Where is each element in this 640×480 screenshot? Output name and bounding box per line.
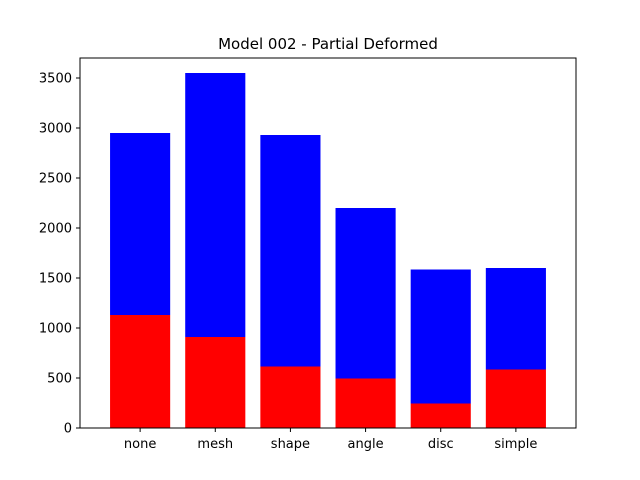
y-tick-label: 1000 (39, 322, 72, 337)
bar-angle-series-2 (335, 208, 396, 379)
bar-shape-series-2 (260, 135, 321, 367)
bar-mesh-series-1 (185, 337, 246, 428)
bar-shape-series-1 (260, 366, 321, 428)
bar-simple-series-2 (485, 268, 546, 370)
bar-none-series-2 (110, 133, 171, 315)
y-tick-label: 3500 (39, 72, 72, 87)
y-tick-label: 2000 (39, 222, 72, 237)
bars-layer (110, 73, 546, 428)
bar-angle-series-1 (335, 378, 396, 428)
x-tick-label-disc: disc (428, 437, 454, 452)
y-tick-label: 3000 (39, 122, 72, 137)
bar-simple-series-1 (485, 369, 546, 428)
y-tick-label: 500 (47, 372, 72, 387)
x-tick-label-mesh: mesh (197, 437, 233, 452)
y-tick-label: 1500 (39, 272, 72, 287)
y-tick-label: 2500 (39, 172, 72, 187)
bar-disc-series-2 (410, 269, 471, 404)
y-axis: 0 500 1000 1500 2000 2500 3000 3500 (39, 72, 80, 437)
x-tick-label-shape: shape (271, 437, 310, 452)
bar-disc-series-1 (410, 403, 471, 428)
x-tick-label-angle: angle (348, 437, 384, 452)
bar-mesh-series-2 (185, 73, 246, 337)
chart-title: Model 002 - Partial Deformed (218, 35, 438, 53)
x-axis: none mesh shape angle disc simple (124, 428, 537, 452)
bar-none-series-1 (110, 315, 171, 428)
x-tick-label-none: none (124, 437, 156, 452)
plot-frame (79, 57, 577, 429)
x-tick-label-simple: simple (494, 437, 537, 452)
y-tick-label: 0 (64, 422, 72, 437)
